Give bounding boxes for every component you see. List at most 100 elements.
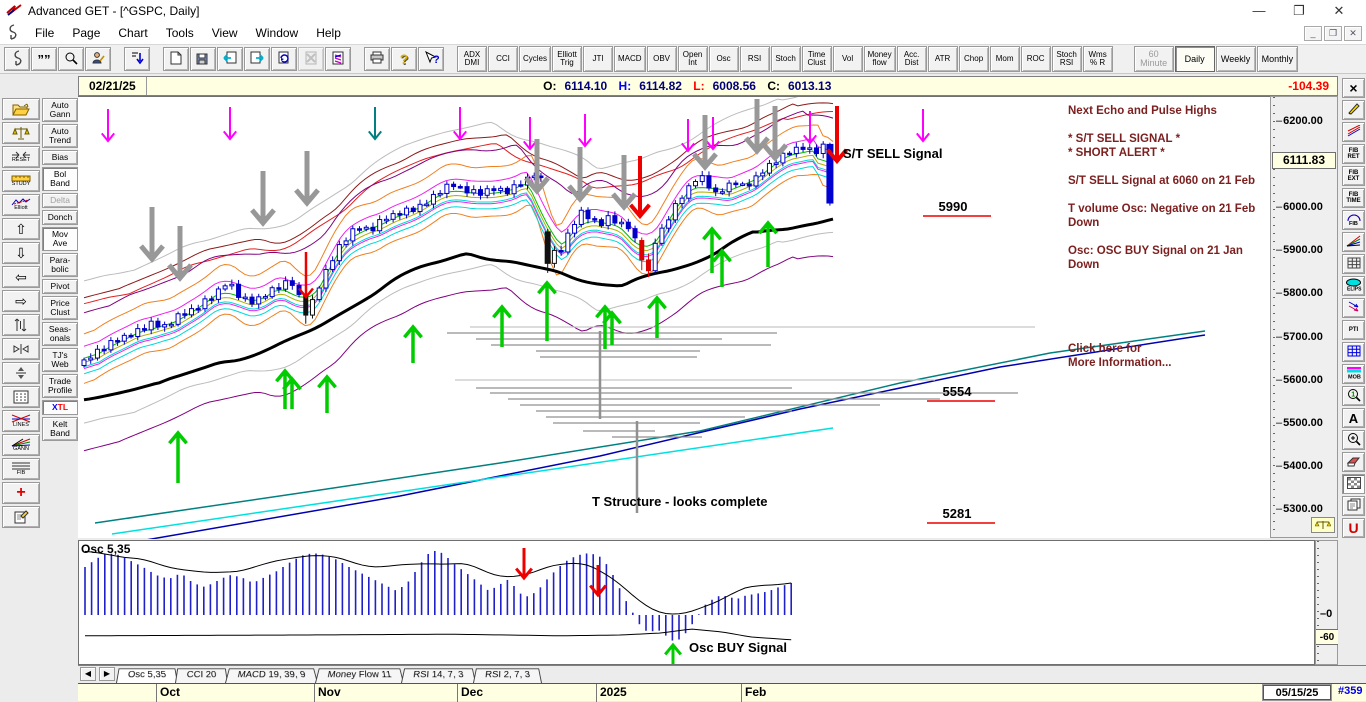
fan-lines-button[interactable]	[1342, 232, 1365, 252]
fib-ext-button[interactable]: FIB EXT	[1342, 166, 1365, 186]
arrows-tool-button[interactable]	[1342, 298, 1365, 318]
eraser-button[interactable]	[1342, 452, 1365, 472]
price-chart-canvas[interactable]: 5990 5554 5281 S/T SELL Signal T Structure -…	[78, 96, 1270, 539]
menu-help[interactable]: Help	[316, 26, 341, 40]
mob-button[interactable]: MOB	[1342, 364, 1365, 384]
clef-button[interactable]	[4, 47, 30, 71]
study-bol-band[interactable]: Bol Band	[42, 167, 78, 191]
indicator-acc-dist[interactable]: Acc. Dist	[896, 46, 927, 72]
tab-scroll-left-button[interactable]: ◀	[80, 667, 96, 681]
more-information-link[interactable]: Click here for	[1068, 343, 1142, 355]
bars-adjust-button[interactable]	[2, 314, 40, 336]
menu-chart[interactable]: Chart	[118, 26, 148, 40]
indicator-chop[interactable]: Chop	[958, 46, 989, 72]
red-cross-button[interactable]: +	[2, 482, 40, 504]
study-bias[interactable]: Bias	[42, 150, 78, 165]
study-trade-profile[interactable]: Trade Profile	[42, 374, 78, 398]
study-auto-trend[interactable]: Auto Trend	[42, 124, 78, 148]
fib-time-button[interactable]: FIB TIME	[1342, 188, 1365, 208]
save-multi-button[interactable]	[190, 47, 216, 71]
doc-refresh-button[interactable]	[271, 47, 297, 71]
menu-tools[interactable]: Tools	[165, 26, 194, 40]
navigation-date-box[interactable]: 05/15/25	[1263, 685, 1331, 700]
sort-down-button[interactable]	[124, 47, 150, 71]
study-xtl[interactable]: XTL	[42, 400, 78, 415]
study-delta[interactable]: Delta	[42, 193, 78, 208]
magnifier-button[interactable]	[58, 47, 84, 71]
pti-button[interactable]: PTI	[1342, 320, 1365, 340]
scale-settings-button[interactable]	[1311, 517, 1335, 533]
indicator-obv[interactable]: OBV	[646, 46, 677, 72]
indicator-macd[interactable]: MACD	[614, 46, 646, 72]
quotes-button[interactable]: ””	[31, 47, 57, 71]
study-price-clust[interactable]: Price Clust	[42, 296, 78, 320]
indicator-roc[interactable]: ROC	[1020, 46, 1051, 72]
study-tj-s-web[interactable]: TJ's Web	[42, 348, 78, 372]
grid-blue-button[interactable]	[1342, 342, 1365, 362]
ellipse-tool-button[interactable]: ELIPS	[1342, 276, 1365, 296]
arrow-left-button[interactable]: ⇦	[2, 266, 40, 288]
reset-button[interactable]: RESET	[2, 146, 40, 168]
indicator-osc[interactable]: Osc	[708, 46, 739, 72]
oscillator-panel[interactable]: Osc BUY Signal Osc 5,35	[78, 540, 1315, 665]
grid-dots-button[interactable]	[2, 386, 40, 408]
indicator-adx-dmi[interactable]: ADX DMI	[457, 46, 487, 72]
more-information-link[interactable]: More Information...	[1068, 357, 1172, 369]
printer-button[interactable]	[364, 47, 390, 71]
zoom-history-button[interactable]: 1	[1342, 386, 1365, 406]
timeframe-monthly[interactable]: Monthly	[1256, 46, 1299, 72]
help-button[interactable]: ?	[391, 47, 417, 71]
pages-button[interactable]	[1342, 496, 1365, 516]
study-button[interactable]: STUDY	[2, 170, 40, 192]
indicator-elliott-trig[interactable]: Elliott Trig	[552, 46, 583, 72]
study-kelt-band[interactable]: Kelt Band	[42, 417, 78, 441]
menu-window[interactable]: Window	[255, 26, 299, 40]
indicator-wms-r[interactable]: Wms% R	[1082, 46, 1113, 72]
indicator-stoch-rsi[interactable]: Stoch RSI	[1051, 46, 1082, 72]
timeframe-60-minute[interactable]: 60 Minute	[1133, 46, 1174, 72]
doc-delete-button[interactable]	[298, 47, 324, 71]
user-edit-button[interactable]	[85, 47, 111, 71]
indicator-mom[interactable]: Mom	[989, 46, 1020, 72]
bars-expand-button[interactable]	[2, 338, 40, 360]
bars-split-button[interactable]	[2, 362, 40, 384]
indicator-vol[interactable]: Vol	[832, 46, 863, 72]
magnet-button[interactable]: U	[1342, 518, 1365, 538]
grid-dark-button[interactable]	[1342, 254, 1365, 274]
tab-rsi-2-7-3[interactable]: RSI 2, 7, 3	[473, 668, 543, 683]
indicator-rsi[interactable]: RSI	[739, 46, 770, 72]
mdi-restore-button[interactable]: ❐	[1324, 25, 1342, 41]
tab-money-flow-11[interactable]: Money Flow 11	[315, 668, 405, 683]
pencil-button[interactable]	[1342, 100, 1365, 120]
study-pivot[interactable]: Pivot	[42, 279, 78, 294]
indicator-cci[interactable]: CCI	[488, 46, 518, 72]
close-button[interactable]: ✕	[1333, 3, 1345, 18]
arrow-down-button[interactable]: ⇩	[2, 242, 40, 264]
study-para-bolic[interactable]: Para-bolic	[42, 253, 78, 277]
indicator-cycles[interactable]: Cycles	[519, 46, 552, 72]
scales-button[interactable]	[2, 122, 40, 144]
trend-lines-button[interactable]	[1342, 122, 1365, 142]
elliott-button[interactable]: Elliott	[2, 194, 40, 216]
doc-new-button[interactable]	[163, 47, 189, 71]
doc-next-button[interactable]	[244, 47, 270, 71]
gann-tool-button[interactable]: GANN	[2, 434, 40, 456]
indicator-atr[interactable]: ATR	[927, 46, 958, 72]
tab-osc-5-35[interactable]: Osc 5,35	[116, 668, 179, 683]
menu-view[interactable]: View	[211, 26, 238, 40]
price-axis[interactable]: 6200.006100.006000.005900.005800.005700.…	[1270, 96, 1338, 538]
text-tool-button[interactable]: A	[1342, 408, 1365, 428]
indicator-money-flow[interactable]: Money flow	[863, 46, 896, 72]
tab-cci-20[interactable]: CCI 20	[175, 668, 229, 683]
arrow-up-button[interactable]: ⇧	[2, 218, 40, 240]
indicator-time-clust[interactable]: Time Clust	[801, 46, 832, 72]
mdi-minimize-button[interactable]: _	[1304, 25, 1322, 41]
help-pointer-button[interactable]: ?	[418, 47, 444, 71]
indicator-jti[interactable]: JTI	[583, 46, 614, 72]
timeframe-daily[interactable]: Daily	[1174, 46, 1215, 72]
menu-file[interactable]: File	[35, 26, 55, 40]
study-donch[interactable]: Donch	[42, 210, 78, 225]
study-seas-onals[interactable]: Seas-onals	[42, 322, 78, 346]
arrow-right-button[interactable]: ⇨	[2, 290, 40, 312]
lines-tool-button[interactable]: LINES	[2, 410, 40, 432]
